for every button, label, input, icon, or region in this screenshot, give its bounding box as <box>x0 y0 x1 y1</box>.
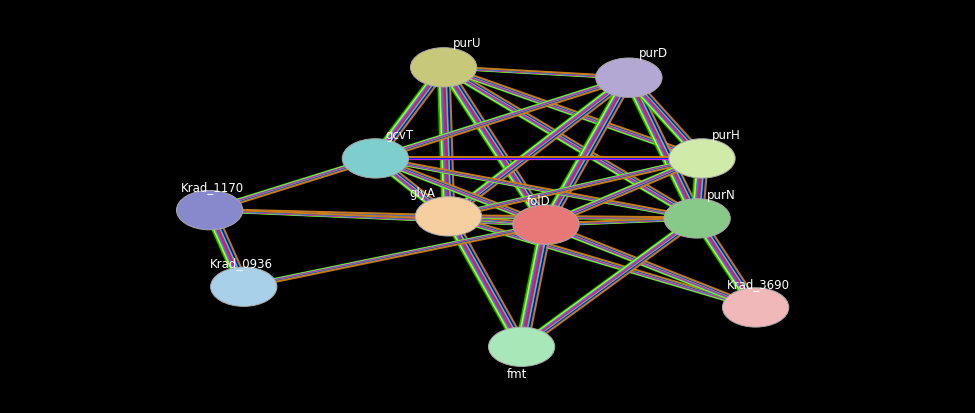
Ellipse shape <box>211 268 277 306</box>
Ellipse shape <box>669 140 735 179</box>
Ellipse shape <box>722 288 789 327</box>
Text: Krad_3690: Krad_3690 <box>726 277 790 290</box>
Ellipse shape <box>342 140 409 179</box>
Ellipse shape <box>513 206 579 244</box>
Ellipse shape <box>410 48 477 88</box>
Text: purU: purU <box>453 37 482 50</box>
Text: Krad_1170: Krad_1170 <box>180 180 244 193</box>
Ellipse shape <box>415 197 482 236</box>
Ellipse shape <box>488 327 555 367</box>
Text: Krad_0936: Krad_0936 <box>210 256 273 270</box>
Ellipse shape <box>596 59 662 98</box>
Text: glyA: glyA <box>410 186 436 199</box>
Text: fmt: fmt <box>507 367 527 380</box>
Ellipse shape <box>664 199 730 239</box>
Text: gcvT: gcvT <box>385 128 413 142</box>
Text: purN: purN <box>707 188 735 202</box>
Text: purH: purH <box>712 128 740 142</box>
Ellipse shape <box>176 191 243 230</box>
Text: purD: purD <box>639 47 668 60</box>
Text: folD: folD <box>526 195 550 208</box>
